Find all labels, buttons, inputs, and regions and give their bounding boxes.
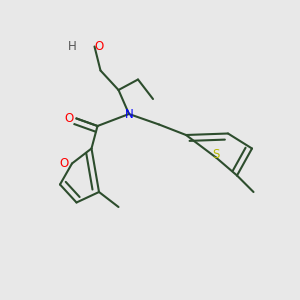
- Text: O: O: [64, 112, 74, 125]
- Text: S: S: [212, 148, 220, 161]
- Text: O: O: [94, 40, 104, 53]
- Text: H: H: [68, 40, 76, 53]
- Text: O: O: [60, 157, 69, 170]
- Text: N: N: [124, 107, 134, 121]
